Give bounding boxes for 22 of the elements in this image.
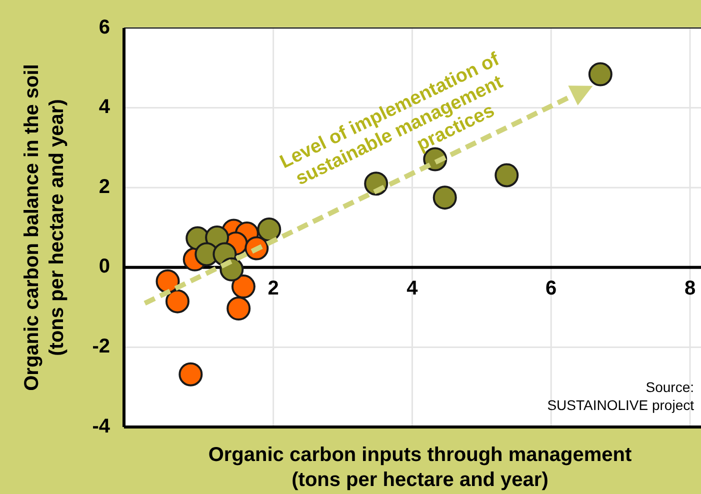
x-tick-label: 6 bbox=[546, 278, 557, 300]
y-axis-title: Organic carbon balance in the soil (tons per hectare and year) bbox=[21, 64, 68, 391]
point bbox=[165, 289, 190, 314]
y-tick-label: 2 bbox=[98, 176, 110, 198]
annotation: Source: SUSTAINOLIVE project bbox=[547, 379, 694, 413]
point bbox=[494, 163, 519, 188]
x-tick-label: 4 bbox=[406, 278, 419, 300]
point bbox=[257, 218, 282, 242]
point bbox=[231, 274, 256, 299]
point bbox=[178, 362, 203, 386]
point bbox=[432, 186, 457, 210]
x-axis-title: Organic carbon inputs through management (tons per hectare and year) bbox=[208, 444, 632, 491]
y-tick-label: 6 bbox=[98, 16, 110, 38]
y-tick-label: -4 bbox=[92, 415, 111, 438]
y-tick-label: 4 bbox=[98, 96, 111, 118]
y-tick-label: -2 bbox=[92, 335, 110, 358]
y-tick-label: 0 bbox=[98, 256, 110, 278]
x-tick-label: 2 bbox=[268, 278, 279, 300]
point bbox=[588, 62, 612, 86]
x-tick-label: 8 bbox=[684, 278, 696, 300]
point bbox=[226, 296, 251, 320]
point bbox=[156, 269, 180, 294]
